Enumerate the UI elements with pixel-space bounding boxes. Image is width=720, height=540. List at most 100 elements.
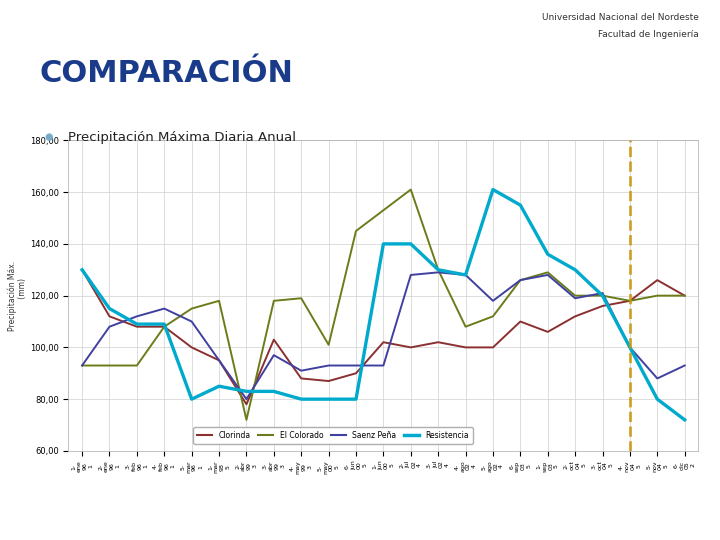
El Colorado bbox=[160, 323, 168, 330]
Resistencia bbox=[215, 383, 223, 389]
Line: Clorinda: Clorinda bbox=[82, 270, 685, 404]
Resistencia bbox=[407, 241, 415, 247]
Resistencia bbox=[78, 267, 86, 273]
Resistencia bbox=[598, 292, 607, 299]
Saenz Peña bbox=[407, 272, 415, 278]
Saenz Peña bbox=[462, 272, 470, 278]
Saenz Peña bbox=[187, 318, 196, 325]
Clorinda bbox=[297, 375, 305, 382]
Saenz Peña bbox=[434, 269, 443, 275]
Line: El Colorado: El Colorado bbox=[82, 190, 685, 420]
Clorinda bbox=[544, 329, 552, 335]
Resistencia bbox=[132, 321, 141, 327]
El Colorado bbox=[489, 313, 498, 320]
Resistencia bbox=[653, 396, 662, 402]
Resistencia bbox=[351, 396, 360, 402]
Saenz Peña bbox=[105, 323, 114, 330]
Saenz Peña bbox=[78, 362, 86, 369]
Saenz Peña bbox=[379, 362, 387, 369]
Resistencia bbox=[105, 305, 114, 312]
Clorinda bbox=[351, 370, 360, 376]
Clorinda bbox=[132, 323, 141, 330]
Saenz Peña bbox=[351, 362, 360, 369]
El Colorado bbox=[626, 298, 634, 304]
Saenz Peña bbox=[132, 313, 141, 320]
Clorinda bbox=[215, 357, 223, 363]
Clorinda bbox=[407, 344, 415, 350]
El Colorado bbox=[598, 292, 607, 299]
Resistencia bbox=[516, 202, 525, 208]
El Colorado bbox=[269, 298, 278, 304]
Saenz Peña bbox=[626, 344, 634, 350]
Clorinda bbox=[187, 344, 196, 350]
Clorinda bbox=[269, 336, 278, 343]
El Colorado bbox=[653, 292, 662, 299]
El Colorado bbox=[462, 323, 470, 330]
El Colorado bbox=[434, 267, 443, 273]
Resistencia bbox=[544, 251, 552, 258]
El Colorado bbox=[105, 362, 114, 369]
Resistencia bbox=[379, 241, 387, 247]
El Colorado bbox=[544, 269, 552, 275]
Line: Saenz Peña: Saenz Peña bbox=[82, 272, 685, 399]
El Colorado bbox=[242, 417, 251, 423]
Resistencia bbox=[269, 388, 278, 395]
El Colorado bbox=[407, 186, 415, 193]
Saenz Peña bbox=[242, 396, 251, 402]
Clorinda bbox=[242, 401, 251, 408]
El Colorado bbox=[324, 342, 333, 348]
El Colorado bbox=[297, 295, 305, 301]
Resistencia bbox=[297, 396, 305, 402]
Clorinda bbox=[105, 313, 114, 320]
Text: Universidad Nacional del Nordeste: Universidad Nacional del Nordeste bbox=[541, 14, 698, 23]
Clorinda bbox=[379, 339, 387, 346]
Resistencia bbox=[160, 321, 168, 327]
Text: COMPARACIÓN: COMPARACIÓN bbox=[40, 59, 294, 89]
Clorinda bbox=[516, 318, 525, 325]
Saenz Peña bbox=[160, 305, 168, 312]
Resistencia bbox=[434, 267, 443, 273]
Saenz Peña bbox=[571, 295, 580, 301]
Text: Facultad de Ingeniería: Facultad de Ingeniería bbox=[598, 30, 698, 39]
El Colorado bbox=[132, 362, 141, 369]
Clorinda bbox=[324, 378, 333, 384]
El Colorado bbox=[187, 305, 196, 312]
Line: Resistencia: Resistencia bbox=[82, 190, 685, 420]
Resistencia bbox=[324, 396, 333, 402]
Clorinda bbox=[653, 277, 662, 284]
Saenz Peña bbox=[269, 352, 278, 359]
El Colorado bbox=[516, 277, 525, 284]
El Colorado bbox=[215, 298, 223, 304]
El Colorado bbox=[351, 228, 360, 234]
Resistencia bbox=[626, 344, 634, 350]
Resistencia bbox=[462, 272, 470, 278]
Saenz Peña bbox=[598, 290, 607, 296]
El Colorado bbox=[78, 362, 86, 369]
Saenz Peña bbox=[489, 298, 498, 304]
Clorinda bbox=[160, 323, 168, 330]
Clorinda bbox=[626, 298, 634, 304]
Clorinda bbox=[462, 344, 470, 350]
Resistencia bbox=[242, 388, 251, 395]
Text: Precipitación Máxima Diaria Anual: Precipitación Máxima Diaria Anual bbox=[68, 131, 297, 144]
Saenz Peña bbox=[215, 357, 223, 363]
Resistencia bbox=[680, 417, 689, 423]
Clorinda bbox=[571, 313, 580, 320]
Clorinda bbox=[680, 292, 689, 299]
Saenz Peña bbox=[544, 272, 552, 278]
Saenz Peña bbox=[297, 367, 305, 374]
Clorinda bbox=[489, 344, 498, 350]
Clorinda bbox=[434, 339, 443, 346]
Clorinda bbox=[78, 267, 86, 273]
El Colorado bbox=[680, 292, 689, 299]
Saenz Peña bbox=[324, 362, 333, 369]
Saenz Peña bbox=[680, 362, 689, 369]
Resistencia bbox=[489, 186, 498, 193]
Saenz Peña bbox=[653, 375, 662, 382]
Text: ●: ● bbox=[45, 132, 53, 143]
Legend: Clorinda, El Colorado, Saenz Peña, Resistencia: Clorinda, El Colorado, Saenz Peña, Resis… bbox=[193, 427, 473, 444]
El Colorado bbox=[571, 292, 580, 299]
Saenz Peña bbox=[516, 277, 525, 284]
Clorinda bbox=[598, 303, 607, 309]
Resistencia bbox=[571, 267, 580, 273]
